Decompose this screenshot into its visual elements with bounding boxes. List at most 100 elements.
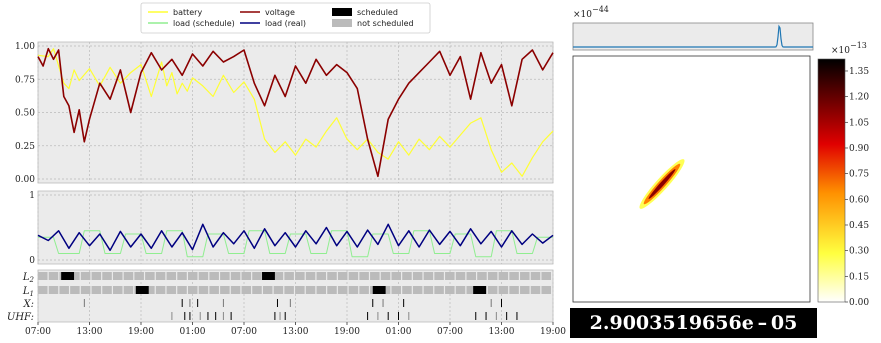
- legend-label-4: load (real): [265, 19, 306, 28]
- not-scheduled-1-15: [198, 286, 209, 294]
- series-battery: [37, 48, 554, 177]
- not-scheduled-0-3: [70, 272, 80, 280]
- row-label-UHF: UHF:: [7, 312, 34, 323]
- colorbar-offset-label: ×10−13: [831, 41, 867, 56]
- not-scheduled-1-45: [520, 286, 530, 294]
- marginal-curve: [573, 24, 813, 48]
- xtick-label-4: 07:00: [231, 327, 257, 337]
- xtick-label-5: 13:00: [283, 327, 309, 337]
- not-scheduled-0-9: [134, 272, 144, 280]
- not-scheduled-0-33: [391, 272, 402, 280]
- legend-label-5: not scheduled: [357, 19, 414, 28]
- xtick-label-10: 19:00: [540, 327, 566, 337]
- load-panel: 01: [29, 190, 554, 266]
- not-scheduled-1-18: [230, 286, 241, 294]
- not-scheduled-1-42: [487, 286, 498, 294]
- schedule-panel: L2 L1X: UHF:: [7, 269, 554, 323]
- not-scheduled-1-24: [295, 286, 305, 294]
- not-scheduled-0-39: [455, 272, 466, 280]
- not-scheduled-0-42: [487, 272, 498, 280]
- xtick-label-3: 01:00: [180, 327, 206, 337]
- xtick-label-9: 13:00: [489, 327, 515, 337]
- not-scheduled-1-43: [498, 286, 509, 294]
- not-scheduled-0-0: [38, 272, 48, 280]
- battery-voltage-panel: 0.00 0.25 0.50 0.75 1.00: [15, 41, 554, 185]
- row-label-L2: L2: [22, 272, 35, 284]
- series-voltage: [37, 47, 554, 178]
- not-scheduled-1-11: [155, 286, 166, 294]
- not-scheduled-1-12: [166, 286, 177, 294]
- not-scheduled-1-23: [284, 286, 294, 294]
- colorbar-bar: [817, 58, 846, 303]
- not-scheduled-1-3: [70, 286, 80, 294]
- xtick-label-7: 01:00: [386, 327, 412, 337]
- not-scheduled-1-4: [80, 286, 91, 294]
- heatmap-bg: [572, 55, 811, 303]
- scheduled-block-4: [473, 286, 487, 294]
- panel2-ytick-1: 1: [29, 191, 35, 201]
- not-scheduled-0-20: [252, 272, 262, 280]
- colorbar-label-7: 1.05: [849, 118, 869, 128]
- not-scheduled-1-21: [262, 286, 273, 294]
- not-scheduled-0-30: [359, 272, 369, 280]
- not-scheduled-1-26: [316, 286, 327, 294]
- not-scheduled-1-16: [209, 286, 219, 294]
- row-label-L1: L1: [22, 286, 34, 298]
- not-scheduled-0-31: [370, 272, 380, 280]
- colorbar-label-3: 0.45: [849, 221, 869, 231]
- not-scheduled-1-2: [59, 286, 69, 294]
- not-scheduled-0-7: [112, 272, 123, 280]
- value-display: 2.9003519656 e – 05: [570, 308, 817, 338]
- xtick-label-2: 19:00: [128, 327, 154, 337]
- not-scheduled-1-44: [509, 286, 519, 294]
- not-scheduled-1-13: [177, 286, 187, 294]
- not-scheduled-0-15: [198, 272, 209, 280]
- density-core: [648, 169, 676, 199]
- not-scheduled-0-12: [166, 272, 177, 280]
- legend-swatch-2: [332, 8, 352, 16]
- xtick-label-8: 07:00: [437, 327, 463, 337]
- xtick-label-6: 19:00: [334, 327, 360, 337]
- heatmap: [572, 55, 811, 303]
- panel2-ytick-0: 0: [29, 256, 35, 266]
- colorbar-label-4: 0.60: [849, 195, 869, 205]
- not-scheduled-0-28: [337, 272, 348, 280]
- not-scheduled-0-29: [348, 272, 359, 280]
- xtick-label-1: 13:00: [77, 327, 103, 337]
- not-scheduled-1-8: [123, 286, 134, 294]
- not-scheduled-0-17: [220, 272, 230, 280]
- value-mantissa: 2.9003519656: [589, 312, 742, 334]
- not-scheduled-0-24: [295, 272, 305, 280]
- not-scheduled-0-32: [380, 272, 391, 280]
- panel1-ytick-2: 0.50: [15, 109, 35, 119]
- not-scheduled-1-40: [466, 286, 477, 294]
- not-scheduled-1-6: [102, 286, 112, 294]
- scheduled-block-1: [262, 272, 275, 280]
- colorbar: ×10−13 0.00 0.15 0.30 0.45 0.60 0.75 0.90 1.05 1.…: [817, 41, 869, 308]
- not-scheduled-1-25: [305, 286, 316, 294]
- not-scheduled-0-47: [541, 272, 551, 280]
- not-scheduled-0-16: [209, 272, 219, 280]
- not-scheduled-1-33: [391, 286, 402, 294]
- series-load (real): [37, 223, 554, 252]
- colorbar-label-5: 0.75: [849, 170, 869, 180]
- xtick-label-0: 07:00: [25, 327, 51, 337]
- not-scheduled-0-1: [48, 272, 59, 280]
- not-scheduled-1-46: [530, 286, 541, 294]
- not-scheduled-0-43: [498, 272, 509, 280]
- colorbar-label-6: 0.90: [849, 144, 869, 154]
- not-scheduled-0-36: [423, 272, 434, 280]
- not-scheduled-1-10: [145, 286, 155, 294]
- not-scheduled-0-26: [316, 272, 327, 280]
- row-label-X: X:: [23, 299, 35, 310]
- marginal-bg: [572, 22, 814, 51]
- not-scheduled-1-36: [423, 286, 434, 294]
- not-scheduled-0-40: [466, 272, 477, 280]
- scheduled-block-0: [61, 272, 75, 280]
- not-scheduled-0-27: [327, 272, 337, 280]
- not-scheduled-0-46: [530, 272, 541, 280]
- not-scheduled-1-35: [412, 286, 423, 294]
- not-scheduled-1-19: [241, 286, 252, 294]
